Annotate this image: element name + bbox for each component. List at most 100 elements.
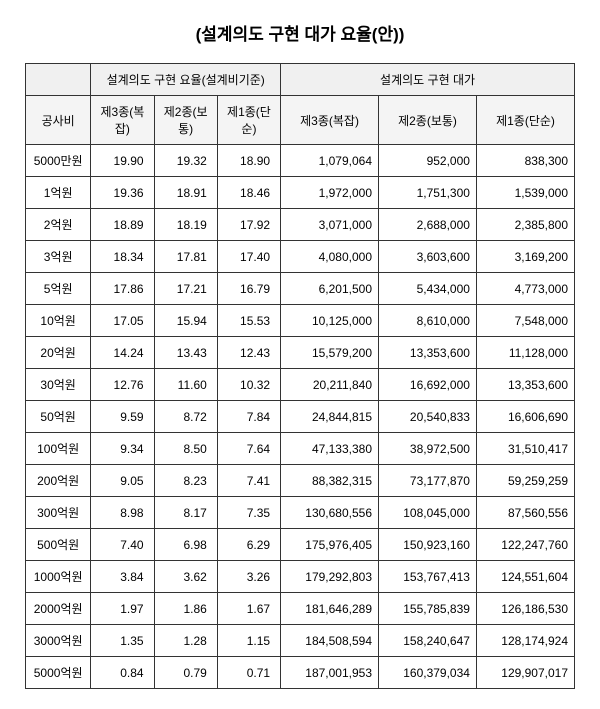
- table-row: 200억원9.058.237.4188,382,31573,177,87059,…: [26, 465, 575, 497]
- cell-price-3: 1,079,064: [281, 145, 379, 177]
- cell-rate-2: 19.32: [154, 145, 217, 177]
- cell-price-2: 108,045,000: [379, 497, 477, 529]
- cell-rate-3: 19.90: [91, 145, 154, 177]
- cell-price-1: 31,510,417: [476, 433, 574, 465]
- cell-rate-3: 7.40: [91, 529, 154, 561]
- cell-price-2: 150,923,160: [379, 529, 477, 561]
- cell-price-2: 952,000: [379, 145, 477, 177]
- table-row: 5억원17.8617.2116.796,201,5005,434,0004,77…: [26, 273, 575, 305]
- cell-price-1: 838,300: [476, 145, 574, 177]
- cell-price-2: 153,767,413: [379, 561, 477, 593]
- cell-rate-2: 17.81: [154, 241, 217, 273]
- table-row: 3억원18.3417.8117.404,080,0003,603,6003,16…: [26, 241, 575, 273]
- header-group-rate: 설계의도 구현 요율(설계비기준): [91, 64, 281, 96]
- cell-rate-2: 8.23: [154, 465, 217, 497]
- cell-rate-3: 9.59: [91, 401, 154, 433]
- cell-cost: 1000억원: [26, 561, 91, 593]
- cell-price-2: 16,692,000: [379, 369, 477, 401]
- cell-rate-3: 17.86: [91, 273, 154, 305]
- cell-price-2: 155,785,839: [379, 593, 477, 625]
- cell-price-3: 1,972,000: [281, 177, 379, 209]
- cell-price-3: 47,133,380: [281, 433, 379, 465]
- cell-price-1: 13,353,600: [476, 369, 574, 401]
- cell-rate-2: 18.91: [154, 177, 217, 209]
- cell-price-3: 20,211,840: [281, 369, 379, 401]
- cell-price-3: 6,201,500: [281, 273, 379, 305]
- cell-rate-2: 18.19: [154, 209, 217, 241]
- cell-rate-2: 0.79: [154, 657, 217, 689]
- page-title: (설계의도 구현 대가 요율(안)): [25, 20, 575, 45]
- cell-price-1: 11,128,000: [476, 337, 574, 369]
- cell-rate-1: 15.53: [217, 305, 280, 337]
- cell-rate-2: 8.50: [154, 433, 217, 465]
- table-row: 20억원14.2413.4312.4315,579,20013,353,6001…: [26, 337, 575, 369]
- header-blank: [26, 64, 91, 96]
- cell-price-3: 175,976,405: [281, 529, 379, 561]
- cell-price-1: 7,548,000: [476, 305, 574, 337]
- cell-rate-1: 17.92: [217, 209, 280, 241]
- cell-cost: 20억원: [26, 337, 91, 369]
- header-group-price: 설계의도 구현 대가: [281, 64, 575, 96]
- cell-cost: 3억원: [26, 241, 91, 273]
- cell-rate-3: 3.84: [91, 561, 154, 593]
- cell-price-1: 129,907,017: [476, 657, 574, 689]
- cell-price-2: 8,610,000: [379, 305, 477, 337]
- cell-rate-1: 7.64: [217, 433, 280, 465]
- cell-price-3: 179,292,803: [281, 561, 379, 593]
- cell-rate-1: 3.26: [217, 561, 280, 593]
- table-row: 100억원9.348.507.6447,133,38038,972,50031,…: [26, 433, 575, 465]
- cell-price-3: 187,001,953: [281, 657, 379, 689]
- cell-price-3: 130,680,556: [281, 497, 379, 529]
- cell-rate-2: 1.86: [154, 593, 217, 625]
- header-rate-2: 제2종(보통): [154, 96, 217, 145]
- cell-rate-2: 13.43: [154, 337, 217, 369]
- cell-price-2: 160,379,034: [379, 657, 477, 689]
- cell-rate-3: 17.05: [91, 305, 154, 337]
- table-row: 2000억원1.971.861.67181,646,289155,785,839…: [26, 593, 575, 625]
- cell-rate-3: 18.34: [91, 241, 154, 273]
- cell-price-1: 124,551,604: [476, 561, 574, 593]
- cell-rate-3: 9.05: [91, 465, 154, 497]
- table-row: 1억원19.3618.9118.461,972,0001,751,3001,53…: [26, 177, 575, 209]
- cell-rate-1: 6.29: [217, 529, 280, 561]
- cell-rate-1: 17.40: [217, 241, 280, 273]
- cell-price-2: 1,751,300: [379, 177, 477, 209]
- cell-price-3: 15,579,200: [281, 337, 379, 369]
- cell-price-1: 2,385,800: [476, 209, 574, 241]
- cell-rate-3: 0.84: [91, 657, 154, 689]
- cell-cost: 5억원: [26, 273, 91, 305]
- cell-rate-1: 7.41: [217, 465, 280, 497]
- cell-cost: 500억원: [26, 529, 91, 561]
- table-row: 300억원8.988.177.35130,680,556108,045,0008…: [26, 497, 575, 529]
- header-price-2: 제2종(보통): [379, 96, 477, 145]
- cell-cost: 1억원: [26, 177, 91, 209]
- cell-price-1: 16,606,690: [476, 401, 574, 433]
- cell-rate-3: 12.76: [91, 369, 154, 401]
- cell-cost: 200억원: [26, 465, 91, 497]
- cell-cost: 2억원: [26, 209, 91, 241]
- table-row: 5000억원0.840.790.71187,001,953160,379,034…: [26, 657, 575, 689]
- table-row: 2억원18.8918.1917.923,071,0002,688,0002,38…: [26, 209, 575, 241]
- cell-price-1: 3,169,200: [476, 241, 574, 273]
- cell-price-1: 126,186,530: [476, 593, 574, 625]
- cell-rate-1: 10.32: [217, 369, 280, 401]
- cell-rate-1: 16.79: [217, 273, 280, 305]
- cell-price-2: 3,603,600: [379, 241, 477, 273]
- cell-cost: 30억원: [26, 369, 91, 401]
- cell-rate-3: 1.97: [91, 593, 154, 625]
- table-row: 500억원7.406.986.29175,976,405150,923,1601…: [26, 529, 575, 561]
- cell-cost: 10억원: [26, 305, 91, 337]
- table-row: 5000만원19.9019.3218.901,079,064952,000838…: [26, 145, 575, 177]
- cell-cost: 100억원: [26, 433, 91, 465]
- cell-rate-1: 7.35: [217, 497, 280, 529]
- cell-rate-2: 6.98: [154, 529, 217, 561]
- cell-rate-1: 1.67: [217, 593, 280, 625]
- cell-price-1: 122,247,760: [476, 529, 574, 561]
- cell-price-2: 73,177,870: [379, 465, 477, 497]
- cell-price-3: 3,071,000: [281, 209, 379, 241]
- cell-rate-3: 14.24: [91, 337, 154, 369]
- cell-price-3: 10,125,000: [281, 305, 379, 337]
- cell-rate-1: 18.46: [217, 177, 280, 209]
- header-cost: 공사비: [26, 96, 91, 145]
- cell-cost: 5000억원: [26, 657, 91, 689]
